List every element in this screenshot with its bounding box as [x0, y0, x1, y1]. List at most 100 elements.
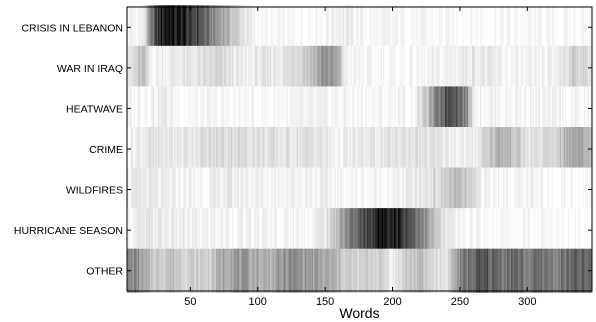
heatmap-cell: [187, 45, 190, 90]
heatmap-cell: [408, 248, 411, 293]
heatmap-cell: [546, 5, 548, 50]
heatmap-cell: [555, 5, 558, 50]
heatmap-cell: [315, 127, 318, 171]
heatmap-cell: [220, 248, 222, 293]
heatmap-cell: [162, 248, 164, 293]
heatmap-cell: [582, 5, 585, 50]
heatmap-cell: [358, 167, 361, 212]
heatmap-cell: [463, 208, 466, 253]
heatmap-cell: [145, 127, 148, 171]
heatmap-cell: [493, 208, 496, 253]
heatmap-cell: [168, 167, 171, 212]
heatmap-cell: [419, 167, 422, 212]
heatmap-cell: [503, 5, 505, 50]
heatmap-cell: [442, 127, 445, 171]
heatmap-cell: [573, 45, 575, 90]
heatmap-cell: [368, 208, 371, 253]
heatmap-cell: [554, 45, 557, 90]
heatmap-cell: [392, 5, 395, 50]
heatmap-cell: [544, 167, 547, 212]
heatmap-cell: [368, 248, 371, 293]
heatmap-cell: [478, 45, 481, 90]
heatmap-cell: [558, 208, 561, 253]
heatmap-cell: [463, 127, 466, 171]
heatmap-cell: [461, 127, 464, 171]
heatmap-cell: [531, 248, 534, 293]
heatmap-cell: [567, 208, 570, 253]
heatmap-cell: [523, 127, 526, 171]
heatmap-cell: [507, 208, 509, 253]
heatmap-cell: [389, 208, 392, 253]
heatmap-cell: [463, 248, 466, 293]
heatmap-cell: [438, 127, 441, 171]
heatmap-cell: [292, 86, 295, 131]
heatmap-cell: [423, 208, 426, 253]
heatmap-cell: [357, 248, 360, 293]
heatmap-cell: [450, 248, 453, 293]
heatmap-cell: [565, 86, 567, 131]
heatmap-cell: [152, 86, 155, 131]
heatmap-cell: [473, 167, 476, 212]
heatmap-cell: [554, 127, 557, 171]
heatmap-cell: [466, 5, 469, 50]
heatmap-cell: [180, 127, 183, 171]
heatmap-cell: [304, 45, 307, 90]
heatmap-cell: [319, 208, 322, 253]
heatmap-cell: [496, 167, 499, 212]
heatmap-cell: [415, 45, 418, 90]
heatmap-cell: [307, 167, 310, 212]
heatmap-cell: [497, 45, 500, 90]
heatmap-cell: [217, 167, 220, 212]
heatmap-cell: [489, 5, 492, 50]
heatmap-cell: [252, 167, 255, 212]
heatmap-cell: [264, 248, 267, 293]
heatmap-cell: [442, 45, 445, 90]
heatmap-cell: [368, 5, 371, 50]
heatmap-cell: [298, 127, 300, 171]
heatmap-cell: [388, 45, 391, 90]
heatmap-cell: [562, 5, 565, 50]
heatmap-cell: [190, 248, 193, 293]
heatmap-cell: [178, 45, 180, 90]
heatmap-cell: [361, 5, 364, 50]
heatmap-cell: [210, 248, 213, 293]
heatmap-cell: [255, 248, 257, 293]
heatmap-cell: [288, 248, 291, 293]
heatmap-cell: [237, 248, 240, 293]
heatmap-cell: [397, 5, 400, 50]
heatmap-cell: [515, 167, 517, 212]
heatmap-cell: [325, 45, 327, 90]
heatmap-cell: [133, 248, 136, 293]
heatmap-cell: [300, 248, 303, 293]
heatmap-cell: [379, 208, 381, 253]
heatmap-cell: [449, 167, 451, 212]
heatmap-cell: [156, 5, 159, 50]
heatmap-cell: [168, 248, 171, 293]
heatmap-cell: [337, 127, 340, 171]
heatmap-cell: [480, 208, 482, 253]
heatmap-cell: [401, 167, 404, 212]
heatmap-cell: [539, 45, 542, 90]
heatmap-cell: [530, 208, 532, 253]
heatmap-cell: [365, 45, 368, 90]
heatmap-cell: [175, 167, 178, 212]
heatmap-cell: [162, 45, 164, 90]
heatmap-cell: [261, 248, 264, 293]
heatmap-cell: [505, 248, 508, 293]
heatmap-cell: [145, 45, 148, 90]
heatmap-cell: [334, 248, 337, 293]
heatmap-cell: [492, 208, 495, 253]
heatmap-cell: [389, 248, 392, 293]
heatmap-cell: [565, 127, 567, 171]
heatmap-cell: [310, 5, 313, 50]
heatmap-cell: [226, 5, 229, 50]
heatmap-cell: [323, 5, 326, 50]
heatmap-cell: [202, 248, 205, 293]
heatmap-cell: [449, 5, 451, 50]
heatmap-cell: [372, 167, 375, 212]
heatmap-cell: [542, 127, 544, 171]
heatmap-cell: [147, 86, 149, 131]
heatmap-cell: [395, 5, 397, 50]
heatmap-cell: [400, 45, 403, 90]
x-tick-label: 300: [518, 296, 536, 308]
